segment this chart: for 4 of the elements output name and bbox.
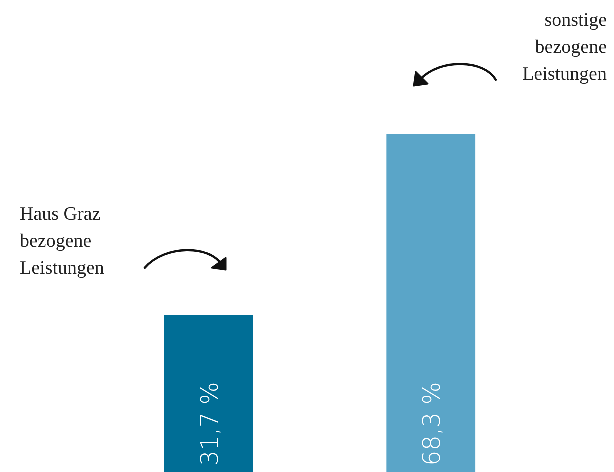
data-label: 68,3 % xyxy=(418,382,446,466)
text: sonstige bezogene Leistungen xyxy=(522,10,608,85)
data-label: 31,7 % xyxy=(196,382,224,466)
annotation: Haus Graz bezogene Leistungen xyxy=(20,204,105,279)
